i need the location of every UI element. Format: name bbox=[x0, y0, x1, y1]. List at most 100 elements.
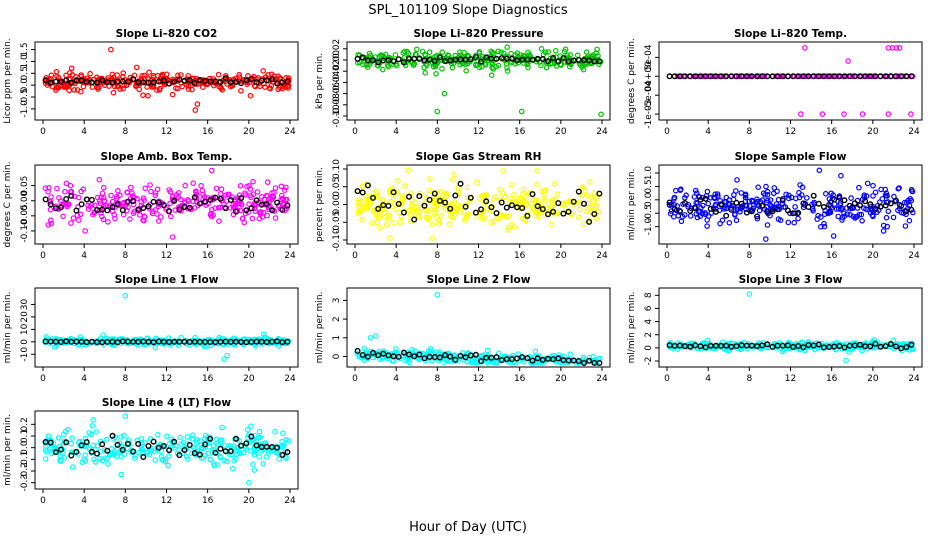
data-point bbox=[57, 198, 64, 204]
mean-point bbox=[411, 216, 418, 223]
mean-point bbox=[160, 77, 167, 84]
outlier-point bbox=[209, 167, 215, 174]
data-point bbox=[482, 215, 489, 221]
data-point bbox=[194, 437, 201, 443]
data-point bbox=[278, 183, 285, 190]
data-point bbox=[822, 190, 829, 197]
data-point bbox=[895, 73, 902, 80]
y-tick-label: 0.05 bbox=[20, 176, 30, 196]
data-point bbox=[91, 338, 98, 345]
data-point bbox=[882, 186, 889, 193]
mean-point bbox=[820, 203, 827, 210]
outlier-point bbox=[534, 168, 541, 174]
data-point bbox=[133, 452, 139, 459]
data-point bbox=[236, 74, 243, 80]
y-tick-label: -0.06 bbox=[332, 82, 342, 106]
mean-point bbox=[411, 353, 418, 360]
x-tick-label: 0 bbox=[352, 374, 358, 384]
data-point bbox=[533, 213, 539, 219]
data-point bbox=[427, 176, 433, 182]
data-point bbox=[848, 195, 854, 201]
data-point bbox=[703, 193, 710, 199]
data-point bbox=[164, 433, 170, 440]
data-point bbox=[552, 47, 559, 54]
mean-point bbox=[375, 352, 382, 359]
panel-1: Slope Li–820 CO2 Licor ppm per min. 0 4 8 12 1… bbox=[3, 28, 299, 137]
mean-point bbox=[385, 57, 392, 64]
x-tick-label: 12 bbox=[785, 251, 796, 261]
mean-point bbox=[416, 55, 423, 62]
data-point bbox=[50, 439, 57, 446]
mean-point bbox=[395, 200, 402, 207]
mean-point bbox=[93, 450, 100, 457]
data-point bbox=[463, 68, 470, 74]
data-point bbox=[704, 217, 711, 223]
data-point bbox=[403, 59, 409, 66]
data-point bbox=[841, 213, 848, 220]
data-point bbox=[736, 73, 743, 80]
data-point bbox=[431, 61, 438, 68]
outlier-point bbox=[884, 223, 891, 230]
data-point bbox=[478, 55, 484, 62]
y-tick-label: 30 bbox=[20, 298, 30, 310]
x-tick-label: 12 bbox=[785, 127, 796, 137]
data-point bbox=[859, 218, 865, 224]
mean-point bbox=[124, 78, 131, 85]
data-point bbox=[42, 456, 49, 462]
mean-point bbox=[774, 206, 781, 213]
data-point bbox=[198, 182, 204, 189]
data-point bbox=[101, 198, 108, 204]
outlier-point bbox=[746, 291, 753, 297]
data-point bbox=[257, 211, 264, 217]
mean-point bbox=[898, 202, 905, 209]
data-point bbox=[574, 52, 581, 59]
outlier-point bbox=[387, 235, 393, 242]
data-point bbox=[70, 464, 76, 471]
mean-point bbox=[104, 447, 111, 454]
data-point bbox=[241, 219, 248, 226]
data-point bbox=[65, 202, 71, 208]
mean-point bbox=[836, 343, 843, 350]
y-tick-label: 0.0 bbox=[20, 440, 30, 455]
data-point bbox=[422, 70, 429, 76]
outlier-point bbox=[843, 357, 849, 364]
mean-point bbox=[155, 444, 162, 451]
data-point bbox=[788, 194, 795, 201]
data-point bbox=[80, 83, 87, 90]
data-point bbox=[679, 342, 686, 349]
data-point bbox=[468, 359, 475, 366]
mean-point bbox=[243, 440, 250, 447]
x-tick-label: 16 bbox=[514, 251, 526, 261]
data-point bbox=[267, 85, 274, 92]
data-point bbox=[586, 204, 593, 211]
mean-point bbox=[887, 341, 894, 348]
data-point bbox=[576, 199, 583, 205]
mean-point bbox=[274, 199, 281, 206]
mean-point bbox=[769, 73, 776, 80]
x-tick-label: 20 bbox=[555, 127, 567, 137]
data-point bbox=[821, 211, 828, 218]
mean-point bbox=[851, 342, 858, 349]
mean-point bbox=[99, 441, 106, 448]
x-tick-label: 0 bbox=[40, 374, 46, 384]
panel-4: Slope Amb. Box Temp. degrees C per min. 0 4… bbox=[3, 151, 299, 261]
mean-point bbox=[263, 201, 270, 208]
x-tick-label: 20 bbox=[243, 127, 255, 137]
mean-point bbox=[135, 440, 142, 447]
data-point bbox=[405, 167, 412, 174]
data-point bbox=[264, 212, 271, 219]
mean-point bbox=[181, 203, 188, 210]
mean-point bbox=[462, 203, 469, 210]
mean-point bbox=[472, 54, 479, 61]
mean-point bbox=[442, 352, 449, 359]
data-point bbox=[71, 193, 78, 200]
data-point bbox=[68, 65, 75, 72]
data-point bbox=[185, 197, 191, 203]
data-point bbox=[407, 211, 414, 218]
data-point bbox=[484, 347, 491, 354]
mean-point bbox=[759, 342, 766, 349]
y-tick-label: -2 bbox=[644, 357, 654, 366]
mean-point bbox=[718, 201, 725, 208]
mean-point bbox=[666, 199, 673, 206]
mean-point bbox=[375, 59, 382, 66]
